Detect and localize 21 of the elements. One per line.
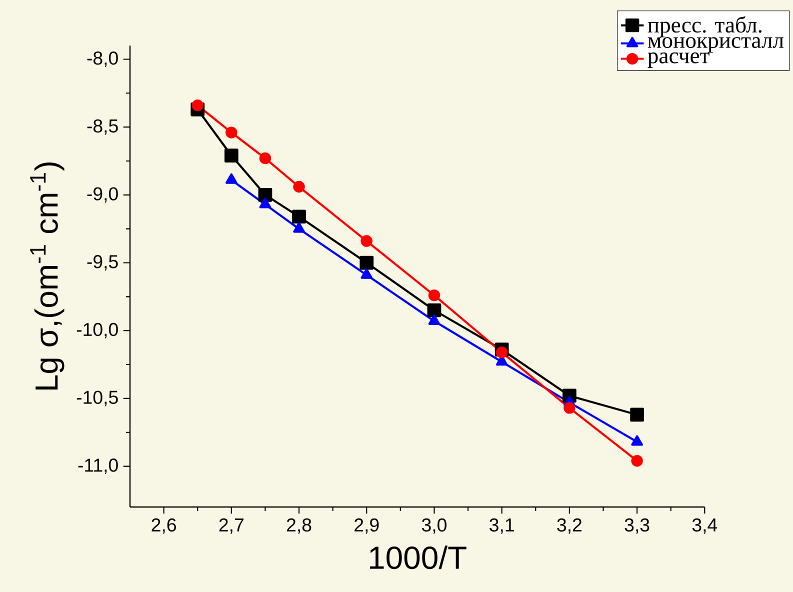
legend-label: пресс. табл. (648, 16, 762, 38)
y-tick-label: -10,0 (76, 322, 118, 338)
legend-label: монокристалл (648, 37, 784, 53)
x-tick-label: 2,9 (354, 518, 379, 534)
x-tick-label: 2,6 (152, 518, 176, 534)
x-tick-label: 3,4 (692, 518, 718, 534)
y-tick-label: -8,5 (87, 119, 118, 135)
y-tick-label: -11,0 (78, 458, 118, 474)
legend-label: расчет (648, 52, 710, 68)
y-tick-label: -8,0 (87, 52, 118, 67)
x-tick-label: 2,8 (286, 518, 312, 534)
x-tick-label: 2,7 (219, 518, 244, 534)
y-tick-label: -9,5 (87, 255, 118, 270)
x-axis-title: 1000/T (370, 546, 466, 570)
x-tick-label: 3,3 (624, 518, 650, 534)
x-tick-label: 3,2 (557, 518, 582, 534)
y-axis-title: Lg σ,(om$^{-1}$ cm$^{-1}$) (30, 162, 64, 390)
x-tick-label: 3,1 (490, 518, 514, 534)
x-tick-label: 3,0 (422, 518, 446, 534)
y-tick-label: -10,5 (76, 390, 118, 406)
y-tick-label: -9,0 (87, 187, 118, 203)
